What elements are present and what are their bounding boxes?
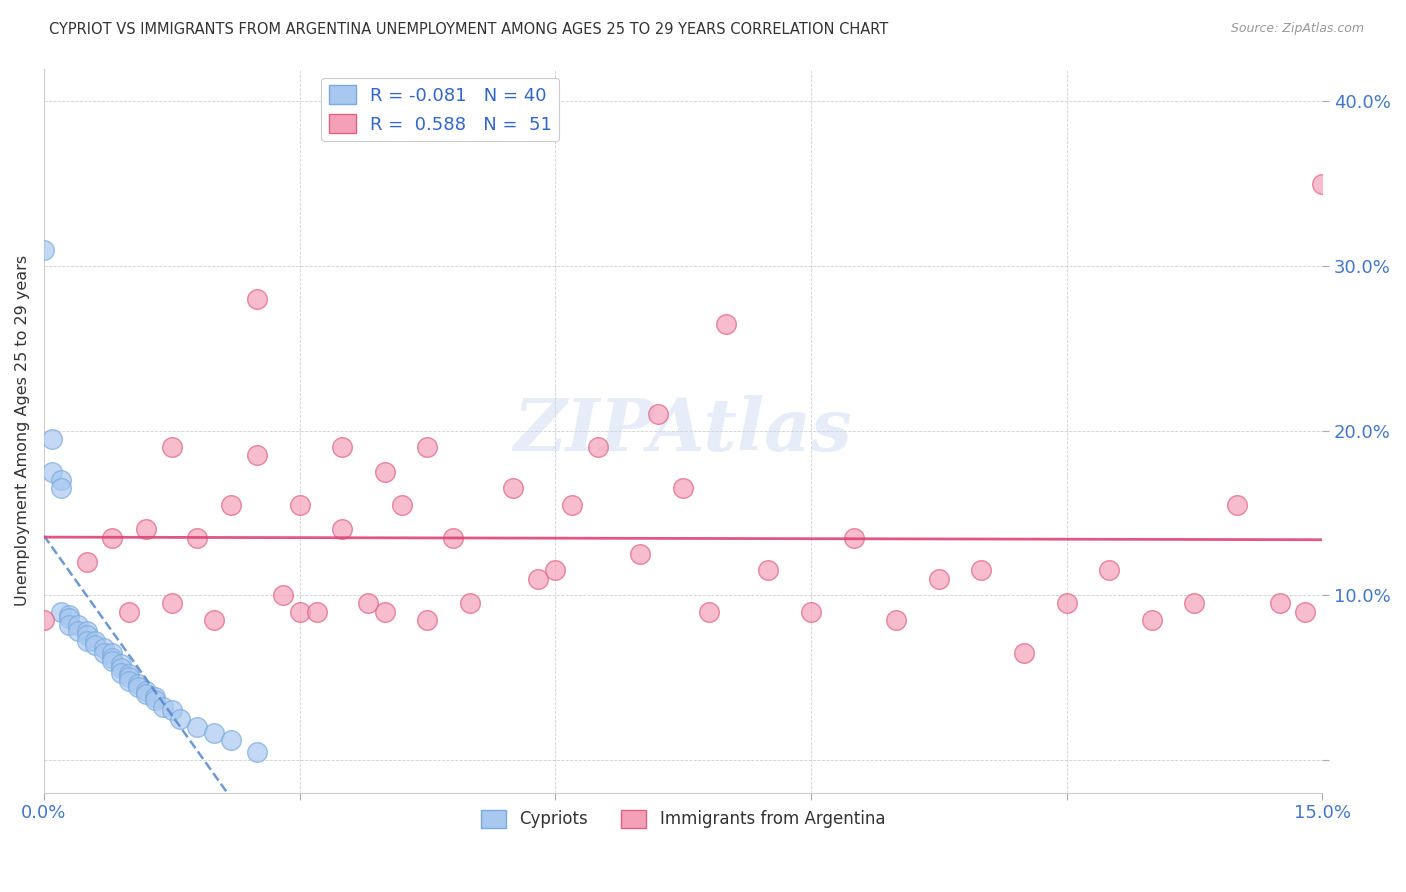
Point xyxy=(288,498,311,512)
Point xyxy=(76,628,98,642)
Point xyxy=(1294,605,1316,619)
Point xyxy=(58,611,80,625)
Point xyxy=(160,703,183,717)
Point xyxy=(58,617,80,632)
Point xyxy=(135,687,157,701)
Point xyxy=(118,605,141,619)
Point xyxy=(672,481,695,495)
Point xyxy=(118,673,141,688)
Text: CYPRIOT VS IMMIGRANTS FROM ARGENTINA UNEMPLOYMENT AMONG AGES 25 TO 29 YEARS CORR: CYPRIOT VS IMMIGRANTS FROM ARGENTINA UNE… xyxy=(49,22,889,37)
Point xyxy=(441,531,464,545)
Point xyxy=(93,646,115,660)
Text: Source: ZipAtlas.com: Source: ZipAtlas.com xyxy=(1230,22,1364,36)
Point xyxy=(76,634,98,648)
Point xyxy=(49,481,72,495)
Point xyxy=(221,498,243,512)
Point xyxy=(714,317,737,331)
Point xyxy=(143,690,166,705)
Point xyxy=(374,465,396,479)
Point xyxy=(101,646,124,660)
Point xyxy=(357,596,380,610)
Point xyxy=(561,498,583,512)
Point xyxy=(246,745,269,759)
Point xyxy=(271,588,294,602)
Point xyxy=(1140,613,1163,627)
Point xyxy=(93,640,115,655)
Point xyxy=(756,564,779,578)
Point xyxy=(49,473,72,487)
Point xyxy=(647,407,669,421)
Point xyxy=(630,547,652,561)
Point xyxy=(305,605,328,619)
Point xyxy=(160,440,183,454)
Point xyxy=(84,634,107,648)
Point xyxy=(416,613,439,627)
Point xyxy=(110,657,132,672)
Point xyxy=(544,564,567,578)
Point xyxy=(110,665,132,680)
Point xyxy=(330,440,353,454)
Point xyxy=(586,440,609,454)
Point xyxy=(76,555,98,569)
Y-axis label: Unemployment Among Ages 25 to 29 years: Unemployment Among Ages 25 to 29 years xyxy=(15,255,30,607)
Point xyxy=(928,572,950,586)
Point xyxy=(58,607,80,622)
Point xyxy=(127,677,149,691)
Point xyxy=(169,712,191,726)
Point xyxy=(416,440,439,454)
Point xyxy=(41,465,63,479)
Point xyxy=(143,693,166,707)
Point xyxy=(221,733,243,747)
Point xyxy=(66,624,89,639)
Point xyxy=(160,596,183,610)
Point xyxy=(135,522,157,536)
Point xyxy=(118,670,141,684)
Point xyxy=(101,531,124,545)
Point xyxy=(186,531,208,545)
Point xyxy=(101,650,124,665)
Point xyxy=(527,572,550,586)
Point xyxy=(502,481,524,495)
Point xyxy=(1056,596,1078,610)
Point xyxy=(186,720,208,734)
Point xyxy=(246,292,269,306)
Point xyxy=(32,243,55,257)
Point xyxy=(76,624,98,639)
Point xyxy=(84,638,107,652)
Point xyxy=(41,432,63,446)
Point xyxy=(842,531,865,545)
Point xyxy=(127,681,149,695)
Point xyxy=(135,683,157,698)
Point xyxy=(246,448,269,462)
Point xyxy=(118,667,141,681)
Point xyxy=(288,605,311,619)
Point xyxy=(1310,177,1333,191)
Point xyxy=(1098,564,1121,578)
Point xyxy=(101,654,124,668)
Point xyxy=(1184,596,1206,610)
Point xyxy=(697,605,720,619)
Point xyxy=(970,564,993,578)
Point xyxy=(458,596,481,610)
Point xyxy=(884,613,907,627)
Point xyxy=(152,700,174,714)
Point xyxy=(374,605,396,619)
Point xyxy=(49,605,72,619)
Point xyxy=(391,498,413,512)
Point xyxy=(110,660,132,674)
Point xyxy=(202,613,225,627)
Point xyxy=(330,522,353,536)
Legend: Cypriots, Immigrants from Argentina: Cypriots, Immigrants from Argentina xyxy=(474,803,891,835)
Point xyxy=(1012,646,1035,660)
Point xyxy=(1226,498,1249,512)
Point xyxy=(66,617,89,632)
Text: ZIPAtlas: ZIPAtlas xyxy=(513,395,852,467)
Point xyxy=(800,605,823,619)
Point xyxy=(32,613,55,627)
Point xyxy=(202,726,225,740)
Point xyxy=(1268,596,1291,610)
